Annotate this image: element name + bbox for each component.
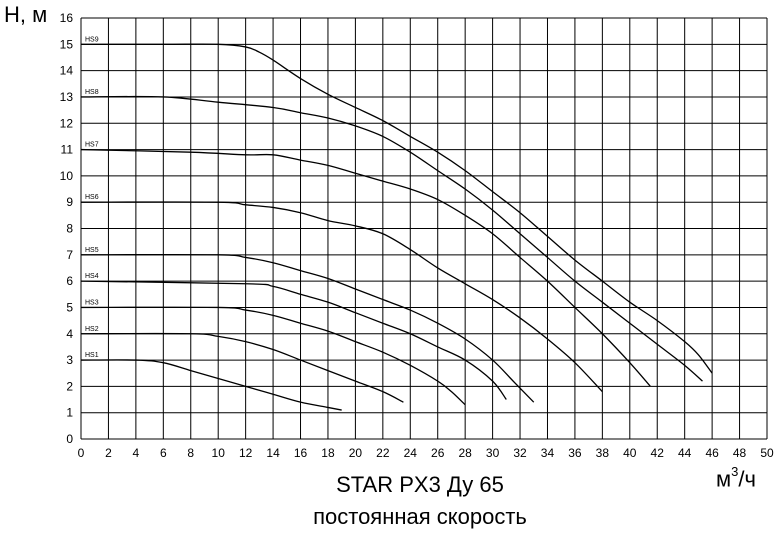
y-tick-label: 13 [60, 90, 74, 104]
series-labels: HS1 HS2 HS3 HS4 HS5 HS6 HS7 HS8 HS9 [85, 36, 99, 359]
curves [80, 43, 713, 411]
x-tick-label: 32 [513, 446, 527, 460]
x-tick-label: 10 [212, 446, 226, 460]
x-tick-label: 20 [349, 446, 363, 460]
y-tick-label: 4 [66, 327, 73, 341]
x-tick-label: 8 [187, 446, 194, 460]
y-tick-label: 5 [66, 300, 73, 314]
series-label-hs9: HS9 [85, 36, 99, 43]
curve-hs4 [80, 280, 507, 400]
x-tick-label: 6 [160, 446, 167, 460]
y-tick-label: 3 [66, 353, 73, 367]
grid [80, 17, 768, 440]
y-tick-label: 2 [66, 379, 73, 393]
x-unit-base: м [716, 466, 732, 492]
x-tick-label: 12 [239, 446, 253, 460]
series-label-hs7: HS7 [85, 142, 99, 149]
y-tick-label: 15 [60, 37, 74, 51]
y-tick-label: 14 [60, 64, 74, 78]
x-tick-label: 24 [404, 446, 418, 460]
x-tick-label: 44 [678, 446, 692, 460]
x-tick-label: 16 [294, 446, 308, 460]
x-tick-label: 36 [568, 446, 582, 460]
x-tick-label: 18 [321, 446, 335, 460]
x-unit-tail: /ч [738, 466, 756, 492]
x-tick-label: 2 [105, 446, 112, 460]
x-tick-label: 30 [486, 446, 500, 460]
y-tick-label: 10 [60, 169, 74, 183]
x-tick-label: 0 [78, 446, 85, 460]
series-label-hs6: HS6 [85, 194, 99, 201]
curve-hs3 [80, 306, 466, 406]
curve-hs8 [80, 95, 703, 382]
x-unit-sup: 3 [731, 464, 739, 479]
y-tick-label: 12 [60, 116, 74, 130]
curve-hs1 [80, 359, 342, 411]
x-tick-label: 34 [541, 446, 555, 460]
x-tick-label: 40 [623, 446, 637, 460]
chart-title: STAR PX3 Ду 65 [336, 472, 504, 497]
tick-labels: 0 2 4 6 8 10 12 14 16 18 20 22 24 26 28 30 32 34 36 38 40 42 4… [60, 11, 774, 460]
x-axis-label: м3/ч [716, 464, 756, 492]
series-label-hs2: HS2 [85, 326, 99, 333]
x-tick-label: 38 [596, 446, 610, 460]
series-label-hs3: HS3 [85, 299, 99, 306]
y-tick-label: 8 [66, 222, 73, 236]
x-tick-label: 48 [733, 446, 747, 460]
y-tick-label: 7 [66, 248, 73, 262]
curve-hs9 [81, 43, 713, 374]
series-label-hs4: HS4 [85, 273, 99, 280]
x-tick-label: 28 [458, 446, 472, 460]
curve-hs5 [80, 253, 535, 403]
curve-hs7 [80, 148, 651, 387]
y-tick-label: 1 [66, 406, 73, 420]
x-tick-label: 42 [651, 446, 665, 460]
x-tick-label: 46 [705, 446, 719, 460]
y-tick-label: 6 [66, 274, 73, 288]
chart-subtitle: постоянная скорость [313, 504, 527, 529]
x-tick-label: 26 [431, 446, 445, 460]
series-label-hs8: HS8 [85, 89, 99, 96]
series-label-hs5: HS5 [85, 247, 99, 254]
curve-hs2 [80, 332, 404, 403]
curve-hs6 [80, 201, 603, 393]
y-axis-label: Н, м [4, 2, 48, 27]
x-tick-label: 22 [376, 446, 390, 460]
y-tick-label: 11 [61, 143, 74, 157]
x-tick-label: 14 [266, 446, 280, 460]
y-tick-label: 0 [66, 432, 73, 446]
x-tick-label: 50 [760, 446, 774, 460]
y-tick-label: 9 [66, 195, 73, 209]
series-label-hs1: HS1 [85, 352, 99, 359]
x-tick-label: 4 [133, 446, 140, 460]
y-tick-label: 16 [60, 11, 74, 25]
